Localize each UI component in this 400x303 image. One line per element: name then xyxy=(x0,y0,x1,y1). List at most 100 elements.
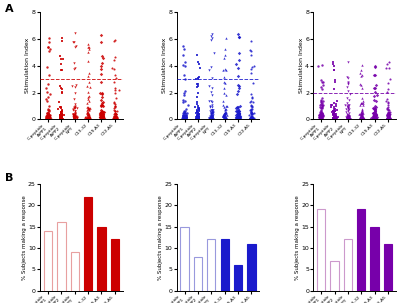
Point xyxy=(74,115,80,120)
Point xyxy=(330,112,336,117)
Point xyxy=(58,115,65,120)
Point xyxy=(373,83,379,88)
Point xyxy=(368,115,374,120)
Point xyxy=(70,116,77,121)
Point xyxy=(343,115,350,120)
Point xyxy=(359,73,365,78)
Point xyxy=(71,115,78,120)
Point xyxy=(345,112,351,117)
Point xyxy=(57,116,63,121)
Point xyxy=(72,102,78,107)
Point xyxy=(97,117,104,122)
Point xyxy=(370,106,377,111)
Point xyxy=(344,105,351,110)
Point xyxy=(192,116,199,121)
Point xyxy=(182,107,189,112)
Point xyxy=(330,104,337,109)
Point xyxy=(195,76,202,81)
Point xyxy=(196,115,202,119)
Point xyxy=(386,113,392,118)
Point xyxy=(249,94,256,99)
Point xyxy=(317,112,323,117)
Point xyxy=(385,113,392,118)
Point xyxy=(208,93,215,98)
Point xyxy=(248,116,254,121)
Point xyxy=(332,117,338,122)
Point xyxy=(196,106,202,111)
Point xyxy=(110,108,117,112)
Point xyxy=(222,116,228,121)
Point xyxy=(86,116,92,121)
Point xyxy=(372,116,378,121)
Point xyxy=(111,58,118,63)
Point xyxy=(58,109,64,114)
Point xyxy=(317,111,324,116)
Point xyxy=(84,100,90,105)
Point xyxy=(222,106,229,111)
Point xyxy=(387,112,393,117)
Point xyxy=(71,61,78,65)
Point xyxy=(70,112,76,117)
Point xyxy=(112,113,118,118)
Point xyxy=(360,99,366,104)
Point xyxy=(195,116,202,121)
Point xyxy=(373,112,379,116)
Point xyxy=(112,115,118,120)
Point xyxy=(249,114,255,119)
Point xyxy=(113,117,120,122)
Point xyxy=(250,116,256,121)
Point xyxy=(45,116,52,121)
Point xyxy=(385,108,391,113)
Point xyxy=(344,115,351,120)
Point xyxy=(234,112,241,116)
Point xyxy=(58,110,64,115)
Point xyxy=(112,111,118,116)
Point xyxy=(332,102,339,107)
Point xyxy=(331,115,337,120)
Point xyxy=(99,95,105,100)
Point xyxy=(318,104,325,109)
Point xyxy=(358,116,365,121)
Point xyxy=(383,113,390,118)
Point xyxy=(344,116,350,121)
Bar xyxy=(194,257,202,291)
Point xyxy=(358,117,365,122)
Point xyxy=(72,117,78,122)
Point xyxy=(210,51,217,56)
Point xyxy=(112,116,119,121)
Point xyxy=(344,114,351,119)
Point xyxy=(358,116,365,121)
Point xyxy=(357,115,363,120)
Point xyxy=(235,116,241,121)
Point xyxy=(234,115,241,119)
Point xyxy=(42,114,49,119)
Point xyxy=(328,102,335,107)
Point xyxy=(319,112,326,117)
Point xyxy=(194,116,200,121)
Point xyxy=(58,110,64,115)
Point xyxy=(344,116,350,121)
Point xyxy=(208,111,215,116)
Point xyxy=(45,73,52,78)
Point xyxy=(386,113,392,118)
Point xyxy=(181,114,187,118)
Point xyxy=(192,114,199,119)
Point xyxy=(110,115,117,120)
Point xyxy=(346,115,352,119)
Point xyxy=(72,104,78,109)
Point xyxy=(86,112,92,117)
Point xyxy=(318,113,324,118)
Point xyxy=(112,115,118,119)
Point xyxy=(45,114,52,119)
Point xyxy=(57,83,63,88)
Point xyxy=(331,115,337,120)
Point xyxy=(372,64,378,68)
Point xyxy=(59,114,66,119)
Point xyxy=(86,116,92,121)
Point xyxy=(358,110,364,115)
Point xyxy=(345,113,352,118)
Point xyxy=(346,115,352,120)
Point xyxy=(196,116,202,121)
Point xyxy=(70,116,77,121)
Point xyxy=(319,79,325,84)
